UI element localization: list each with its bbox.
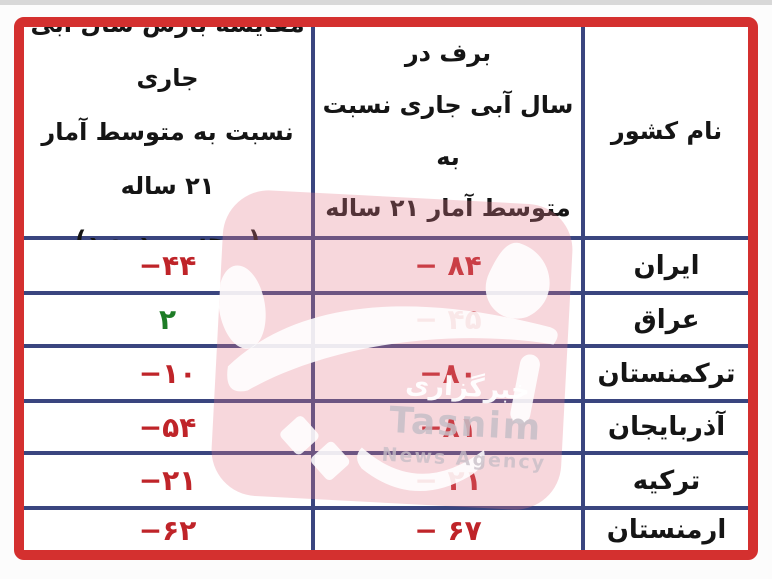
cell-iraq-rain: ۲ (24, 295, 311, 344)
cell-turkmenistan-rain: −۱۰ (24, 348, 311, 399)
cell-iran-snow: − ۸۴ (315, 240, 581, 291)
cell-turkey-snow: − ۲۱ (315, 455, 581, 506)
iran-rain-value: −۴۴ (138, 249, 197, 282)
snow-header-line-1: مقایسه میزان بارش برف در (404, 39, 492, 68)
turkmenistan-snow-value: −۸۰ (419, 357, 477, 390)
cell-azerbaijan-snow: −۸۱ (315, 403, 581, 451)
cell-iran-name: ایران (585, 240, 748, 291)
rain-header-line-2: نسبت به متوسط آمار ۲۱ ساله (41, 117, 294, 200)
precipitation-comparison-table-frame: نام کشور مقایسه میزان بارش برف در سال آب… (14, 17, 758, 560)
cell-azerbaijan-rain: −۵۴ (24, 403, 311, 451)
cell-turkmenistan-name: ترکمنستان (585, 348, 748, 399)
cell-turkey-name: ترکیه (585, 455, 748, 506)
iraq-rain-value: ۲ (158, 303, 177, 336)
turkey-country-label: ترکیه (632, 465, 701, 496)
armenia-rain-value: −۶۲ (138, 513, 197, 547)
azerbaijan-snow-value: −۸۱ (419, 410, 477, 444)
country-column-title: نام کشور (610, 116, 723, 145)
iran-snow-value: − ۸۴ (414, 249, 482, 282)
iran-country-label: ایران (633, 250, 700, 281)
azerbaijan-country-label: آذربایجان (607, 412, 726, 442)
armenia-snow-value: − ۶۷ (414, 513, 482, 547)
iraq-country-label: عراق (633, 304, 700, 335)
snow-header-line-2: سال آبی جاری نسبت به (322, 90, 574, 171)
turkey-snow-value: − ۲۱ (414, 464, 482, 497)
cell-azerbaijan-name: آذربایجان (585, 403, 748, 451)
cell-armenia-name: ارمنستان (585, 510, 748, 550)
turkmenistan-rain-value: −۱۰ (138, 357, 197, 390)
cell-iraq-snow: − ۴۵ (315, 295, 581, 344)
cell-iran-rain: −۴۴ (24, 240, 311, 291)
header-cell-snow: مقایسه میزان بارش برف در سال آبی جاری نس… (315, 27, 581, 274)
header-cell-country: نام کشور (585, 27, 748, 236)
cell-turkey-rain: −۲۱ (24, 455, 311, 506)
header-cell-rain: مقایسه بارش سال آبی جاری نسبت به متوسط آ… (24, 27, 311, 254)
azerbaijan-rain-value: −۵۴ (138, 410, 197, 444)
cell-turkmenistan-snow: −۸۰ (315, 348, 581, 399)
iraq-snow-value: − ۴۵ (414, 303, 482, 336)
precipitation-comparison-table: نام کشور مقایسه میزان بارش برف در سال آب… (24, 27, 748, 550)
snow-header-line-3: متوسط آمار ۲۱ ساله (325, 194, 571, 223)
turkey-rain-value: −۲۱ (138, 464, 197, 497)
cell-iraq-name: عراق (585, 295, 748, 344)
turkmenistan-country-label: ترکمنستان (597, 358, 736, 389)
rain-header-line-1: مقایسه بارش سال آبی جاری (30, 17, 305, 92)
cell-armenia-rain: −۶۲ (24, 510, 311, 550)
cell-armenia-snow: − ۶۷ (315, 510, 581, 550)
armenia-country-label: ارمنستان (606, 515, 727, 545)
top-edge-strip (0, 0, 772, 5)
